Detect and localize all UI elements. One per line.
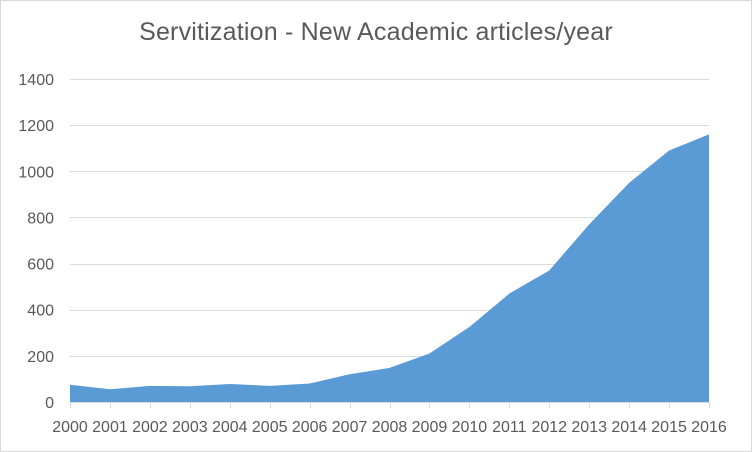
x-tick-label: 2011 (492, 419, 527, 436)
x-tick-label: 2015 (651, 419, 687, 436)
data-point (468, 326, 470, 328)
data-point (268, 385, 270, 387)
data-point (708, 133, 710, 135)
data-point (548, 269, 550, 271)
x-tick-label: 2012 (531, 419, 567, 436)
y-tick-label: 1000 (18, 164, 54, 181)
x-tick-label: 2008 (372, 419, 408, 436)
data-point (109, 388, 111, 390)
x-tick-label: 2010 (452, 419, 488, 436)
area-series (70, 134, 709, 402)
x-tick-label: 2000 (52, 419, 88, 436)
x-tick-label: 2002 (132, 419, 168, 436)
data-point (69, 384, 71, 386)
data-point (308, 382, 310, 384)
y-tick-label: 0 (45, 395, 54, 412)
x-tick-label: 2004 (212, 419, 248, 436)
x-tick-label: 2009 (412, 419, 448, 436)
chart-title: Servitization - New Academic articles/ye… (139, 18, 613, 46)
y-tick-label: 600 (27, 257, 54, 274)
x-tick-label: 2001 (92, 419, 128, 436)
data-point (668, 149, 670, 151)
x-tick-label: 2005 (252, 419, 288, 436)
y-tick-label: 1400 (18, 72, 54, 89)
data-point (588, 223, 590, 225)
y-tick-label: 400 (27, 303, 54, 320)
data-point (628, 182, 630, 184)
x-tick-label: 2006 (292, 419, 328, 436)
x-tick-label: 2013 (571, 419, 607, 436)
x-tick-label: 2014 (611, 419, 647, 436)
data-point (348, 373, 350, 375)
y-tick-label: 1200 (18, 118, 54, 135)
data-point (428, 352, 430, 354)
y-tick-label: 800 (27, 210, 54, 227)
x-tick-label: 2016 (691, 419, 727, 436)
x-tick-label: 2007 (332, 419, 368, 436)
data-point (229, 383, 231, 385)
x-tick-label: 2003 (172, 419, 208, 436)
data-point (149, 385, 151, 387)
data-point (189, 385, 191, 387)
data-point (508, 292, 510, 294)
y-tick-label: 200 (27, 349, 54, 366)
data-point (388, 367, 390, 369)
